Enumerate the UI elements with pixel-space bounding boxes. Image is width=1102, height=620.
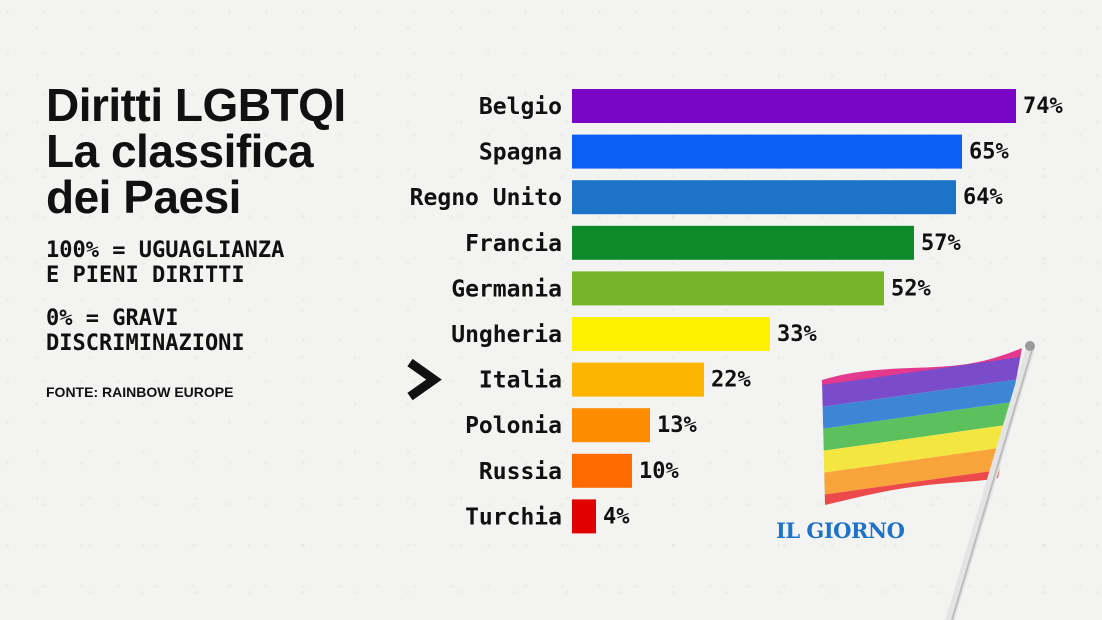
bar-turchia xyxy=(572,499,596,534)
bar-belgio xyxy=(572,89,1016,123)
value-label: 22% xyxy=(711,368,751,393)
discrimination-note: 0% = GRAVI DISCRIMINAZIONI xyxy=(46,306,366,356)
bar-polonia xyxy=(572,408,650,443)
category-label: Francia xyxy=(465,231,562,257)
value-label: 4% xyxy=(603,504,630,529)
value-label: 10% xyxy=(639,459,679,484)
bar-germania xyxy=(572,271,884,306)
value-label: 65% xyxy=(969,140,1009,165)
category-label: Polonia xyxy=(465,413,562,439)
category-label: Spagna xyxy=(479,140,562,166)
bar-italia xyxy=(572,362,704,397)
value-label: 74% xyxy=(1023,94,1063,119)
source-note: FONTE: RAINBOW EUROPE xyxy=(46,384,234,400)
note-line: E PIENI DIRITTI xyxy=(46,263,245,288)
value-label: 33% xyxy=(777,322,817,347)
value-label: 13% xyxy=(657,413,697,438)
category-label: Regno Unito xyxy=(410,185,562,211)
title-line: La classifica xyxy=(46,125,314,177)
bar-russia xyxy=(572,453,632,488)
bar-ungheria xyxy=(572,317,770,351)
value-label: 64% xyxy=(963,185,1003,210)
value-label: 52% xyxy=(891,276,931,301)
category-label: Ungheria xyxy=(451,322,562,348)
bar-spagna xyxy=(572,134,962,169)
note-line: 0% = GRAVI xyxy=(46,306,179,331)
title-line: dei Paesi xyxy=(46,171,241,223)
value-label: 57% xyxy=(921,231,961,256)
category-label: Italia xyxy=(479,368,562,394)
title-line: Diritti LGBTQI xyxy=(46,79,346,131)
note-line: 100% = UGUAGLIANZA xyxy=(46,238,285,263)
bar-regno-unito xyxy=(572,180,956,215)
category-label: Belgio xyxy=(479,94,562,120)
chevron-right-icon xyxy=(407,358,442,401)
note-line: DISCRIMINAZIONI xyxy=(46,331,245,356)
rainbow-flag-icon xyxy=(822,341,1035,620)
equality-note: 100% = UGUAGLIANZA E PIENI DIRITTI xyxy=(46,238,366,288)
category-label: Turchia xyxy=(465,504,562,530)
chart-title: Diritti LGBTQI La classifica dei Paesi xyxy=(46,82,386,220)
brand-logo: IL GIORNO xyxy=(776,518,905,543)
category-label: Russia xyxy=(479,459,562,485)
bar-francia xyxy=(572,225,914,260)
category-label: Germania xyxy=(451,276,562,302)
